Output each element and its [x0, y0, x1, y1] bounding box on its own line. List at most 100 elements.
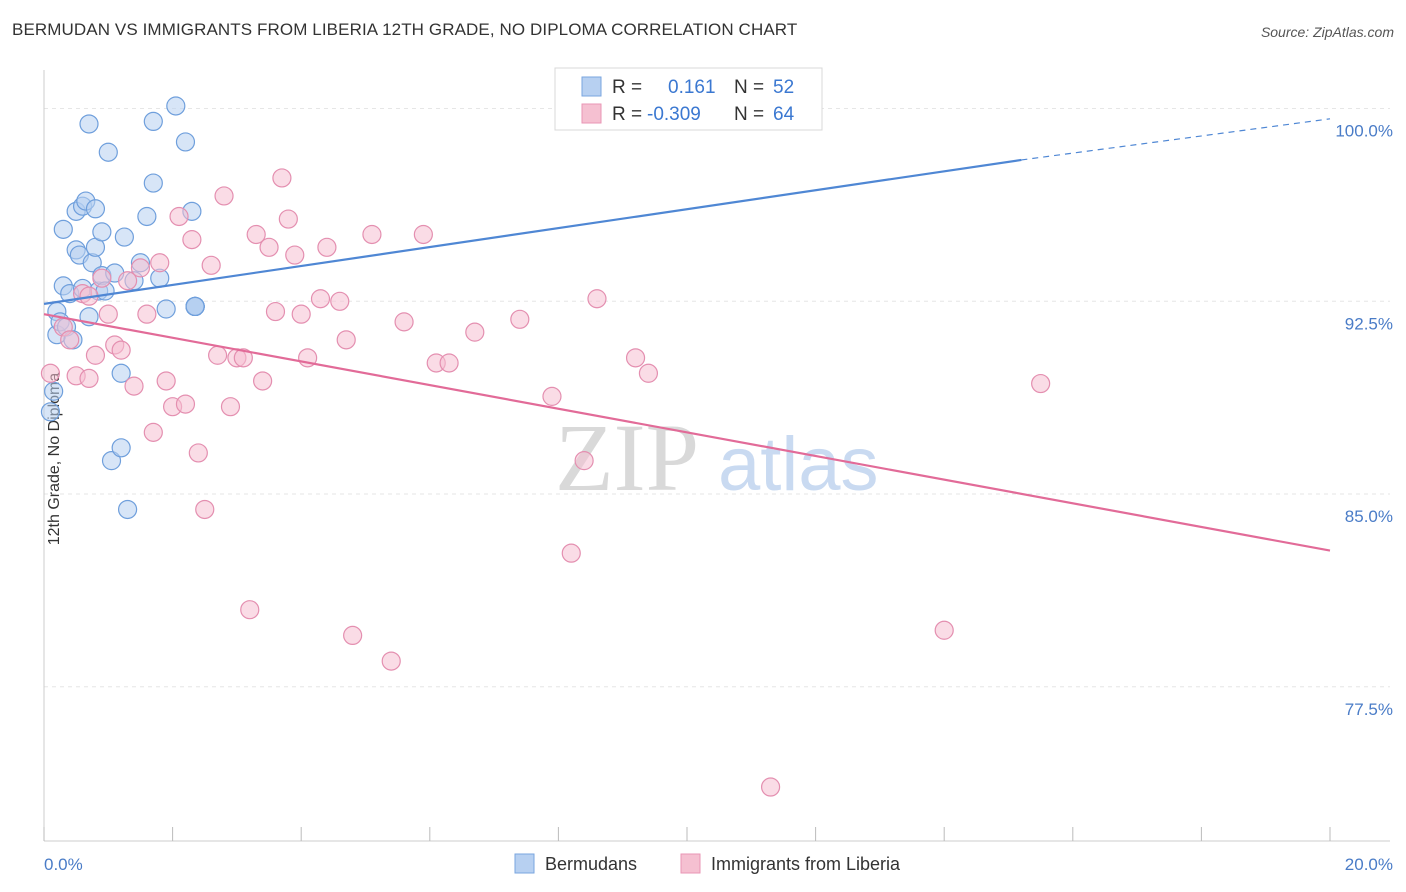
liberia-point-43: [330, 291, 350, 311]
liberia-point-23: [188, 443, 208, 463]
liberia-point-20: [169, 206, 189, 227]
legend-bermudans-swatch: [514, 853, 535, 874]
liberia-point-30: [233, 348, 253, 368]
liberia-point-49: [413, 224, 433, 245]
axes: [43, 70, 1390, 842]
bermudans-point-30: [114, 227, 134, 247]
y-tick-label-0: 77.5%: [1345, 700, 1393, 719]
bermudans-point-35: [143, 173, 163, 193]
bermudans-point-31: [117, 499, 138, 520]
liberia-point-58: [625, 348, 646, 368]
bermudans-point-39: [166, 96, 186, 116]
bermudans-point-6: [53, 219, 73, 239]
liberia-point-36: [272, 168, 292, 188]
liberia-point-21: [175, 394, 196, 414]
bermudans-point-25: [98, 142, 118, 162]
liberia-point-7: [85, 345, 106, 365]
liberia-point-46: [362, 224, 382, 245]
legend-n-label-2: N =: [734, 104, 764, 125]
bermudans-point-26: [101, 451, 122, 471]
legend-n-label-1: N =: [734, 77, 764, 98]
legend-swatch-pink: [581, 103, 602, 124]
liberia-point-54: [542, 386, 562, 406]
liberia-point-17: [150, 253, 170, 273]
liberia-point-15: [137, 304, 157, 324]
liberia-point-53: [510, 309, 530, 329]
liberia-point-59: [638, 363, 659, 383]
liberia-point-16: [143, 422, 163, 442]
liberia-point-55: [561, 543, 581, 563]
liberia-point-61: [934, 620, 954, 640]
liberia-point-8: [92, 268, 112, 288]
liberia-point-28: [220, 397, 241, 417]
grid: [44, 108, 1390, 688]
liberia-point-0: [40, 363, 61, 383]
bermudans-point-19: [85, 199, 106, 219]
legend-liberia-swatch: [680, 853, 701, 874]
liberia-point-41: [310, 289, 331, 309]
bermudans-point-1: [44, 381, 64, 401]
bermudans-point-16: [79, 114, 99, 134]
legend-bermudans-label: Bermudans: [545, 854, 637, 874]
liberia-point-24: [195, 499, 215, 520]
bermudans-point-51: [185, 296, 205, 317]
bermudans-point-40: [175, 132, 196, 152]
liberia-point-56: [574, 451, 594, 471]
chart-title: BERMUDAN VS IMMIGRANTS FROM LIBERIA 12TH…: [12, 20, 798, 39]
liberia-point-51: [439, 353, 459, 373]
liberia-point-11: [111, 340, 131, 360]
liberia-point-48: [394, 312, 414, 332]
liberia-point-39: [291, 304, 311, 324]
legend-n-value-1: 52: [773, 77, 794, 98]
liberia-point-38: [285, 245, 305, 265]
chart-source: Source: ZipAtlas.com: [1260, 24, 1394, 40]
liberia-point-14: [130, 258, 151, 278]
liberia-point-57: [587, 289, 607, 309]
liberia-point-62: [1031, 373, 1051, 394]
liberia-point-45: [343, 625, 363, 646]
liberia-point-42: [317, 237, 337, 257]
liberia-trend-line: [43, 313, 1331, 552]
legend-liberia-label: Immigrants from Liberia: [711, 854, 901, 874]
liberia-point-35: [265, 301, 286, 322]
liberia-point-47: [381, 651, 401, 671]
x-tick-label-0: 0.0%: [44, 855, 83, 874]
legend-n-value-2: 64: [773, 104, 795, 125]
liberia-point-26: [208, 345, 228, 365]
bermudans-point-22: [92, 222, 112, 242]
liberia-point-33: [253, 371, 273, 391]
bermudans-point-29: [111, 438, 131, 458]
liberia-point-12: [117, 271, 138, 291]
series-legend: Bermudans Immigrants from Liberia: [514, 853, 901, 874]
liberia-point-37: [278, 209, 298, 229]
liberia-point-13: [124, 376, 144, 396]
liberia-point-2: [60, 330, 80, 350]
bermudans-point-0: [40, 402, 61, 422]
liberia-point-18: [156, 371, 176, 391]
legend-r-value-2: -0.309: [647, 104, 701, 125]
bermudans-point-34: [137, 206, 157, 227]
legend-r-label-2: R =: [612, 104, 642, 125]
x-tick-label-1: 20.0%: [1345, 855, 1393, 874]
bermudans-point-28: [111, 363, 131, 383]
liberia-point-44: [336, 330, 356, 350]
correlation-legend: R = 0.161 N = 52 R = -0.309 N = 64: [554, 67, 823, 131]
y-tick-label-2: 92.5%: [1345, 314, 1393, 333]
watermark-atlas: atlas: [718, 422, 879, 507]
liberia-point-22: [182, 230, 202, 250]
liberia-point-34: [259, 237, 279, 257]
trend-lines: [43, 118, 1331, 552]
legend-r-label-1: R =: [612, 77, 642, 98]
bermudans-trend-line: [43, 158, 1022, 305]
liberia-point-9: [98, 304, 118, 324]
bermudans-trend-extension: [1021, 118, 1331, 161]
liberia-point-25: [201, 255, 221, 275]
liberia-point-31: [240, 600, 260, 620]
liberia-point-32: [246, 224, 266, 245]
y-tick-label-3: 100.0%: [1335, 122, 1393, 141]
liberia-point-52: [465, 322, 485, 342]
liberia-point-60: [760, 777, 781, 797]
y-tick-label-1: 85.0%: [1345, 507, 1393, 526]
legend-r-value-1: 0.161: [668, 77, 716, 98]
